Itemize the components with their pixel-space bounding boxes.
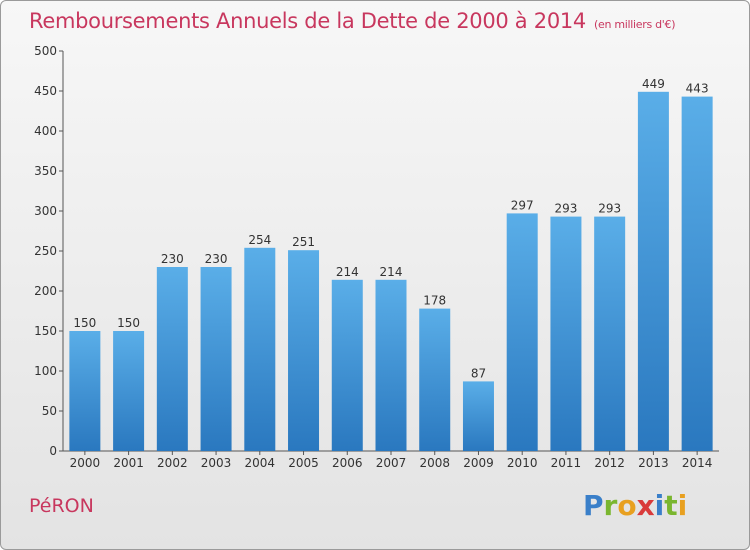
x-tick-label: 2014 <box>682 456 713 470</box>
y-tick-label: 300 <box>34 204 57 218</box>
bar <box>375 279 407 451</box>
bar <box>637 91 669 452</box>
logo-letter: r <box>603 489 618 522</box>
bar <box>331 279 363 451</box>
logo-letter: o <box>617 489 637 522</box>
y-tick-label: 150 <box>34 324 57 338</box>
bar-value-label: 230 <box>205 252 228 266</box>
bar <box>506 213 538 451</box>
logo-letter: i <box>654 489 665 522</box>
axes: 0 50 100 150 200 250 300 350 400 450 500 2000 2001 20… <box>34 44 719 470</box>
x-tick-label: 2003 <box>201 456 232 470</box>
bar <box>244 247 276 451</box>
chart-title-text: Remboursements Annuels de la Dette de 20… <box>29 9 586 33</box>
bar <box>113 331 145 451</box>
y-tick-label: 200 <box>34 284 57 298</box>
y-tick-label: 100 <box>34 364 57 378</box>
bar-value-label: 230 <box>161 252 184 266</box>
logo-letter: x <box>636 489 655 522</box>
bar <box>156 267 188 451</box>
x-tick-label: 2001 <box>113 456 144 470</box>
bar-value-label: 293 <box>554 202 577 216</box>
x-tick-label: 2002 <box>157 456 188 470</box>
bar <box>288 250 320 451</box>
bar <box>200 267 232 451</box>
bar-value-label: 87 <box>471 366 486 380</box>
bar-value-label: 254 <box>248 233 271 247</box>
x-tick-label: 2004 <box>245 456 276 470</box>
bar <box>681 96 713 451</box>
x-tick-label: 2009 <box>463 456 494 470</box>
bar-value-label: 150 <box>73 316 96 330</box>
x-tick-label: 2010 <box>507 456 538 470</box>
logo-letter: i <box>677 489 688 522</box>
bar-value-label: 293 <box>598 202 621 216</box>
bar-value-label: 449 <box>642 77 665 91</box>
x-tick-label: 2012 <box>594 456 625 470</box>
proxiti-logo: Proxiti <box>583 489 687 522</box>
bars <box>69 91 713 452</box>
bar <box>550 216 582 451</box>
bar-value-label: 150 <box>117 316 140 330</box>
y-tick-label: 250 <box>34 244 57 258</box>
x-tick-label: 2006 <box>332 456 363 470</box>
bar <box>419 308 451 451</box>
x-tick-label: 2000 <box>70 456 101 470</box>
bar <box>69 331 101 451</box>
bar-value-label: 297 <box>511 198 534 212</box>
x-tick-label: 2011 <box>551 456 582 470</box>
bar-value-label: 214 <box>380 265 403 279</box>
bar <box>594 216 626 451</box>
logo-letter: P <box>583 489 604 522</box>
x-tick-label: 2007 <box>376 456 407 470</box>
chart-subtitle: (en milliers d'€) <box>594 18 676 31</box>
x-tick-label: 2008 <box>419 456 450 470</box>
y-tick-label: 400 <box>34 124 57 138</box>
y-tick-label: 500 <box>34 44 57 58</box>
bar <box>462 381 494 451</box>
y-tick-label: 450 <box>34 84 57 98</box>
y-tick-label: 350 <box>34 164 57 178</box>
commune-name: PéRON <box>29 495 94 517</box>
x-tick-label: 2005 <box>288 456 319 470</box>
logo-letter: t <box>664 489 678 522</box>
data-labels: 150 150 230 230 254 251 214 214 178 87 297 293 293 44… <box>73 77 708 381</box>
bar-value-label: 443 <box>686 82 709 96</box>
x-tick-label: 2013 <box>638 456 669 470</box>
bar-value-label: 178 <box>423 294 446 308</box>
y-tick-label: 50 <box>42 404 57 418</box>
y-tick-label: 0 <box>49 444 57 458</box>
chart-title: Remboursements Annuels de la Dette de 20… <box>29 9 675 33</box>
bar-value-label: 251 <box>292 235 315 249</box>
bar-value-label: 214 <box>336 265 359 279</box>
